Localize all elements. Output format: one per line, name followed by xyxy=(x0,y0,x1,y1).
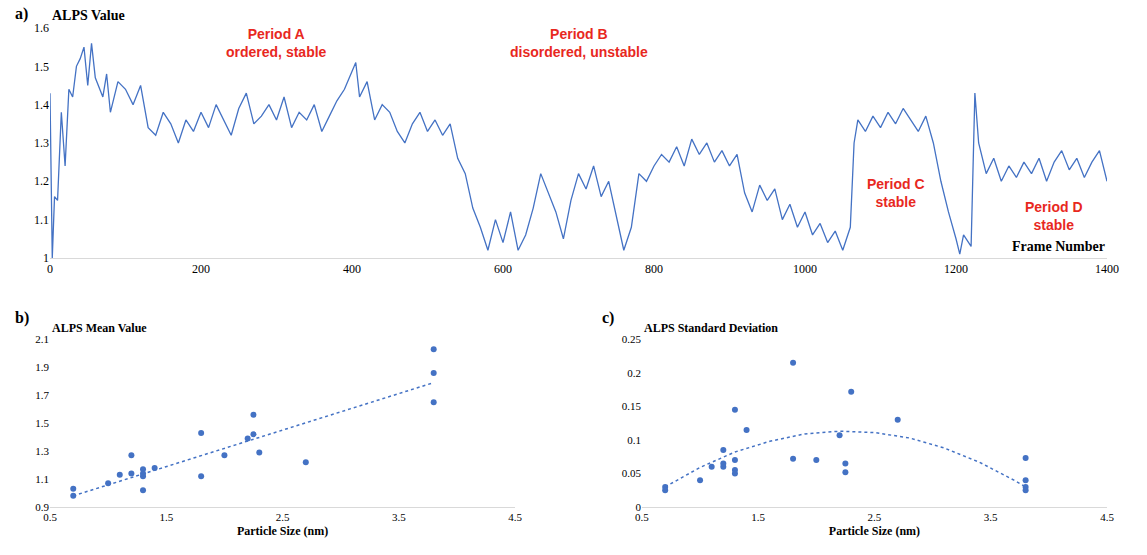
svg-text:2.1: 2.1 xyxy=(35,333,49,345)
svg-text:1.3: 1.3 xyxy=(35,445,49,457)
svg-text:1.5: 1.5 xyxy=(35,417,49,429)
svg-text:600: 600 xyxy=(494,262,512,276)
svg-text:1.5: 1.5 xyxy=(159,511,173,523)
svg-text:ALPS Value: ALPS Value xyxy=(52,8,125,23)
svg-text:1.7: 1.7 xyxy=(35,389,49,401)
svg-text:1000: 1000 xyxy=(793,262,817,276)
svg-text:2.5: 2.5 xyxy=(868,511,882,523)
svg-text:0.5: 0.5 xyxy=(635,511,649,523)
svg-text:Period Bdisordered, unstable: Period Bdisordered, unstable xyxy=(510,26,648,60)
svg-text:1.1: 1.1 xyxy=(35,473,49,485)
svg-text:1.3: 1.3 xyxy=(34,136,49,150)
svg-text:b): b) xyxy=(15,309,29,327)
svg-text:0: 0 xyxy=(635,501,641,513)
svg-text:4.5: 4.5 xyxy=(1100,511,1114,523)
svg-text:0.2: 0.2 xyxy=(627,367,641,379)
svg-text:0.5: 0.5 xyxy=(43,511,57,523)
svg-text:400: 400 xyxy=(343,262,361,276)
svg-text:1.9: 1.9 xyxy=(35,361,49,373)
svg-text:1200: 1200 xyxy=(944,262,968,276)
svg-text:0.25: 0.25 xyxy=(622,333,642,345)
svg-text:Particle Size (nm): Particle Size (nm) xyxy=(237,524,328,538)
svg-text:Period Dstable: Period Dstable xyxy=(1025,199,1083,233)
svg-text:4.5: 4.5 xyxy=(508,511,522,523)
svg-text:ALPS Standard Deviation: ALPS Standard Deviation xyxy=(644,321,778,335)
svg-text:0.9: 0.9 xyxy=(35,501,49,513)
svg-text:a): a) xyxy=(15,5,28,23)
svg-text:c): c) xyxy=(602,309,614,327)
svg-text:3.5: 3.5 xyxy=(984,511,998,523)
svg-text:1.5: 1.5 xyxy=(34,60,49,74)
svg-text:0: 0 xyxy=(47,262,53,276)
svg-text:1.1: 1.1 xyxy=(34,213,49,227)
svg-text:Period Cstable: Period Cstable xyxy=(867,176,925,210)
svg-text:0.1: 0.1 xyxy=(627,434,641,446)
svg-text:Particle Size (nm): Particle Size (nm) xyxy=(829,524,920,538)
svg-text:2.5: 2.5 xyxy=(276,511,290,523)
svg-text:1400: 1400 xyxy=(1095,262,1119,276)
svg-text:1.6: 1.6 xyxy=(34,21,49,35)
svg-text:3.5: 3.5 xyxy=(392,511,406,523)
svg-text:1.2: 1.2 xyxy=(34,174,49,188)
svg-text:0.05: 0.05 xyxy=(622,467,642,479)
svg-text:1.4: 1.4 xyxy=(34,98,49,112)
svg-text:0.15: 0.15 xyxy=(622,400,642,412)
svg-text:200: 200 xyxy=(192,262,210,276)
svg-text:Frame Number: Frame Number xyxy=(1012,239,1105,254)
svg-text:1: 1 xyxy=(43,251,49,265)
svg-text:800: 800 xyxy=(645,262,663,276)
svg-text:1.5: 1.5 xyxy=(751,511,765,523)
svg-text:ALPS Mean Value: ALPS Mean Value xyxy=(52,321,147,335)
svg-text:Period Aordered, stable: Period Aordered, stable xyxy=(226,26,327,60)
